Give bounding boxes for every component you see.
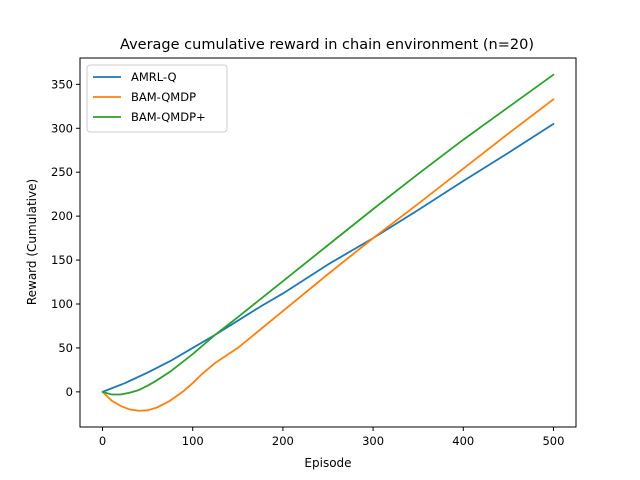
legend-label: BAM-QMDP <box>131 90 196 104</box>
y-tick-label: 0 <box>66 385 73 399</box>
x-tick-label: 300 <box>362 434 384 448</box>
x-tick-label: 500 <box>542 434 564 448</box>
plot-area: 0 100 200 300 400 500 0 50 100 150 200 250 300 350 <box>51 57 577 448</box>
y-tick-label: 350 <box>51 77 73 91</box>
y-axis-label: Reward (Cumulative) <box>25 179 39 305</box>
x-tick-label: 0 <box>99 434 106 448</box>
legend-label: AMRL-Q <box>131 70 177 84</box>
x-tick-label: 200 <box>272 434 294 448</box>
x-axis-ticks: 0 100 200 300 400 500 <box>99 427 564 448</box>
series-line-2 <box>101 98 555 412</box>
chart-title: Average cumulative reward in chain envir… <box>120 37 534 53</box>
y-tick-label: 150 <box>51 253 73 267</box>
legend-label: BAM-QMDP+ <box>131 110 206 124</box>
y-tick-label: 50 <box>58 341 73 355</box>
x-axis-label: Episode <box>304 456 351 470</box>
legend: AMRL-Q BAM-QMDP BAM-QMDP+ <box>86 64 228 133</box>
x-tick-label: 400 <box>452 434 474 448</box>
y-axis-ticks: 0 50 100 150 200 250 300 350 <box>51 77 80 399</box>
x-tick-label: 100 <box>182 434 204 448</box>
y-tick-label: 250 <box>51 165 73 179</box>
y-tick-label: 300 <box>51 121 73 135</box>
series-layer <box>101 73 555 412</box>
legend-box <box>86 64 228 133</box>
series-line-1 <box>101 122 555 393</box>
series-line-3 <box>101 73 555 396</box>
y-tick-label: 200 <box>51 209 73 223</box>
plot-frame <box>79 57 577 428</box>
y-tick-label: 100 <box>51 297 73 311</box>
